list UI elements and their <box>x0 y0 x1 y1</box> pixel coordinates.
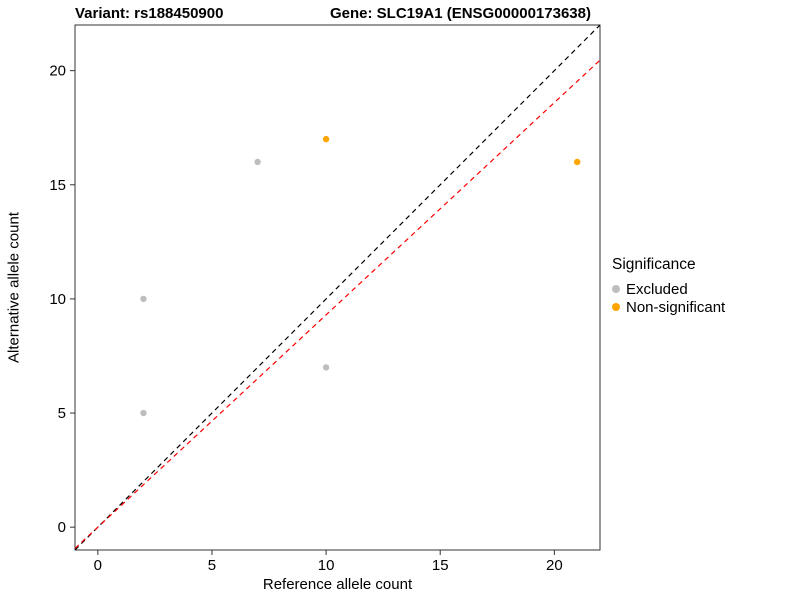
legend-entry-label: Non-significant <box>626 298 726 316</box>
data-point-non-significant <box>322 135 330 143</box>
x-axis-tick-label: 10 <box>318 557 335 574</box>
legend-key-dot <box>612 303 620 311</box>
x-axis-tick-label: 0 <box>94 557 102 574</box>
expected-ratio-line <box>75 59 600 549</box>
identity-line <box>75 25 600 550</box>
data-point-excluded <box>140 409 147 417</box>
x-axis-tick-label: 20 <box>546 557 563 574</box>
y-axis-tick-label: 0 <box>58 519 66 536</box>
y-axis-label: Alternative allele count <box>5 212 23 363</box>
plot-title-variant: Variant: rs188450900 <box>75 5 224 22</box>
legend-entry: Non-significant <box>612 298 725 316</box>
data-point-excluded <box>322 364 330 371</box>
legend-title: Significance <box>612 256 696 273</box>
y-axis-tick-label: 15 <box>49 177 66 194</box>
legend-entry-label: Excluded <box>626 280 688 298</box>
y-axis-tick-label: 20 <box>49 63 66 80</box>
y-axis-tick-label: 5 <box>58 405 66 422</box>
data-point-excluded <box>140 295 147 303</box>
data-point-non-significant <box>573 158 581 166</box>
x-axis-tick-label: 15 <box>432 557 449 574</box>
legend-entry: Excluded <box>612 280 725 298</box>
legend: Significance Excluded Non-significant <box>612 256 725 316</box>
data-point-excluded <box>254 158 261 166</box>
plot-title-gene: Gene: SLC19A1 (ENSG00000173638) <box>330 5 591 22</box>
y-axis-tick-label: 10 <box>49 291 66 308</box>
x-axis-label: Reference allele count <box>262 576 413 593</box>
x-axis-tick-label: 5 <box>208 557 216 574</box>
legend-entries: Excluded Non-significant <box>612 280 725 316</box>
legend-key-dot <box>612 285 620 293</box>
